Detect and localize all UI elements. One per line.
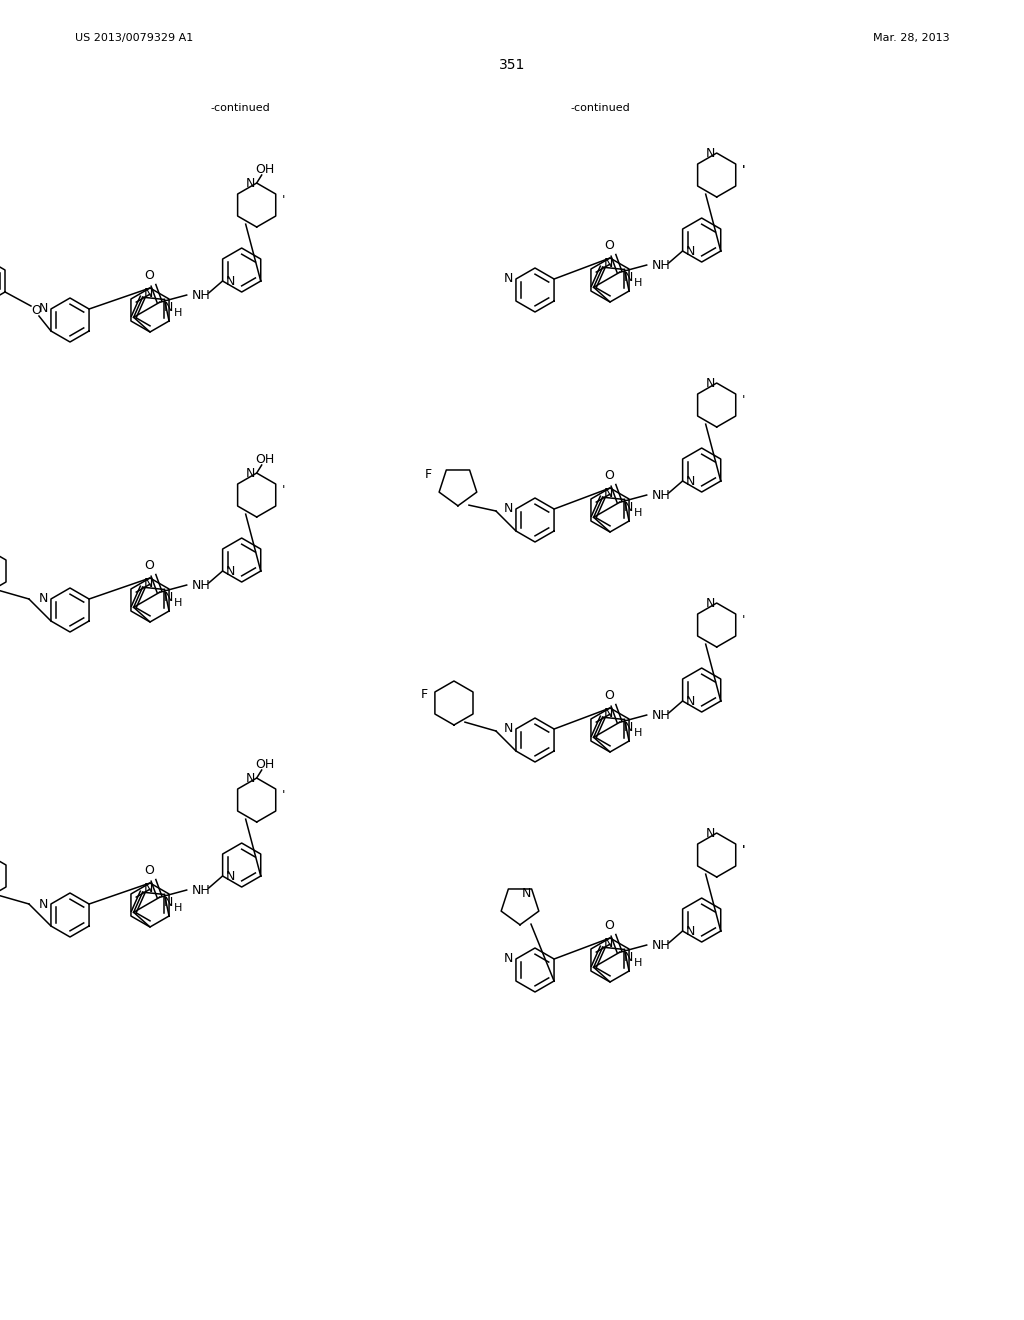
Text: N: N: [226, 870, 236, 883]
Text: N: N: [503, 503, 513, 516]
Text: N: N: [164, 591, 173, 605]
Text: US 2013/0079329 A1: US 2013/0079329 A1: [75, 33, 194, 44]
Text: N: N: [604, 487, 613, 500]
Text: H: H: [634, 958, 643, 969]
Text: H: H: [174, 903, 182, 913]
Text: N: N: [164, 896, 173, 909]
Text: N: N: [164, 301, 173, 314]
Text: O: O: [144, 863, 155, 876]
Text: ': ': [742, 614, 745, 627]
Text: N: N: [706, 147, 716, 160]
Text: -continued: -continued: [210, 103, 270, 114]
Text: ': ': [742, 843, 745, 857]
Text: NH: NH: [191, 289, 210, 301]
Text: OH: OH: [255, 453, 274, 466]
Text: OH: OH: [255, 758, 274, 771]
Text: N: N: [503, 272, 513, 285]
Text: O: O: [604, 469, 614, 482]
Text: NH: NH: [651, 939, 670, 952]
Text: N: N: [144, 577, 154, 590]
Text: N: N: [624, 950, 633, 964]
Text: N: N: [604, 937, 613, 949]
Text: H: H: [634, 729, 643, 738]
Text: O: O: [31, 305, 41, 318]
Text: N: N: [686, 244, 695, 257]
Text: NH: NH: [651, 259, 670, 272]
Text: N: N: [38, 898, 48, 911]
Text: N: N: [503, 953, 513, 965]
Text: N: N: [144, 286, 154, 300]
Text: H: H: [174, 309, 182, 318]
Text: N: N: [624, 721, 633, 734]
Text: O: O: [604, 239, 614, 252]
Text: OH: OH: [255, 162, 274, 176]
Text: N: N: [686, 924, 695, 937]
Text: O: O: [604, 919, 614, 932]
Text: N: N: [144, 882, 154, 895]
Text: N: N: [503, 722, 513, 735]
Text: N: N: [624, 271, 633, 284]
Text: ': ': [282, 194, 286, 206]
Text: NH: NH: [191, 883, 210, 896]
Text: Mar. 28, 2013: Mar. 28, 2013: [873, 33, 950, 44]
Text: N: N: [246, 177, 255, 190]
Text: F: F: [424, 467, 431, 480]
Text: H: H: [634, 279, 643, 289]
Text: ': ': [742, 164, 745, 177]
Text: O: O: [144, 558, 155, 572]
Text: N: N: [522, 887, 531, 900]
Text: H: H: [634, 508, 643, 519]
Text: N: N: [706, 376, 716, 389]
Text: O: O: [604, 689, 614, 702]
Text: N: N: [706, 597, 716, 610]
Text: ': ': [742, 843, 745, 857]
Text: N: N: [604, 256, 613, 269]
Text: N: N: [226, 275, 236, 288]
Text: N: N: [246, 466, 255, 479]
Text: N: N: [246, 771, 255, 784]
Text: NH: NH: [191, 578, 210, 591]
Text: N: N: [38, 593, 48, 606]
Text: F: F: [421, 689, 427, 701]
Text: H: H: [174, 598, 182, 609]
Text: NH: NH: [651, 709, 670, 722]
Text: N: N: [226, 565, 236, 578]
Text: NH: NH: [651, 488, 670, 502]
Text: ': ': [742, 164, 745, 177]
Text: N: N: [624, 502, 633, 513]
Text: O: O: [144, 269, 155, 282]
Text: ': ': [742, 393, 745, 407]
Text: -continued: -continued: [570, 103, 630, 114]
Text: 351: 351: [499, 58, 525, 73]
Text: ': ': [282, 788, 286, 801]
Text: N: N: [38, 302, 48, 315]
Text: N: N: [706, 826, 716, 840]
Text: ': ': [282, 483, 286, 496]
Text: N: N: [686, 474, 695, 487]
Text: N: N: [686, 694, 695, 708]
Text: N: N: [604, 706, 613, 719]
